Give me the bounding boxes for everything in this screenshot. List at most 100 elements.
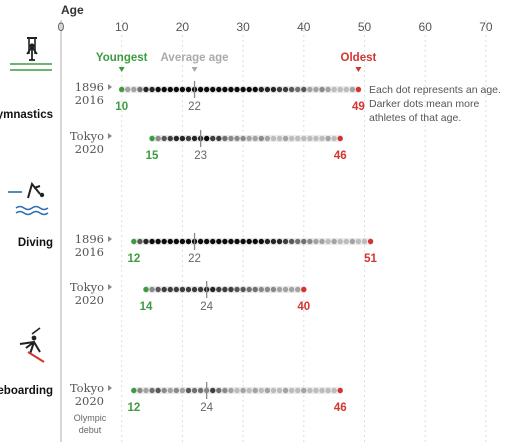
- legend-note-line: Each dot represents an age.: [369, 84, 501, 96]
- age-dot: [216, 135, 222, 142]
- row-label-line: 2020: [75, 293, 104, 307]
- age-dot: [222, 387, 228, 394]
- row-label-line: 2020: [75, 142, 104, 156]
- average-value: 22: [188, 101, 201, 113]
- age-dot: [331, 135, 337, 142]
- age-dot: [228, 387, 234, 394]
- skateboarding-icon: [19, 327, 45, 363]
- youngest-value: 14: [140, 301, 153, 313]
- age-dot: [276, 86, 283, 93]
- age-dot: [234, 86, 240, 93]
- age-dot: [331, 86, 337, 93]
- age-dot: [276, 135, 283, 142]
- age-dot: [295, 387, 301, 394]
- age-dot: [155, 86, 161, 93]
- age-dot: [246, 86, 252, 93]
- age-dot: [246, 135, 252, 142]
- age-dot: [301, 135, 307, 142]
- age-dot: [155, 387, 161, 394]
- x-tick-label: 20: [176, 20, 190, 34]
- age-dot: [325, 135, 331, 142]
- age-dot: [246, 238, 252, 245]
- age-dot: [301, 86, 307, 93]
- age-dot: [167, 238, 173, 245]
- age-dot: [325, 238, 331, 245]
- age-dot: [222, 86, 228, 93]
- age-dot: [252, 238, 258, 245]
- average-marker: [191, 67, 198, 72]
- x-tick-label: 60: [419, 20, 433, 34]
- youngest-value: 15: [146, 150, 159, 162]
- age-dot: [258, 135, 265, 142]
- age-dot: [276, 286, 283, 293]
- age-dot: [179, 86, 186, 93]
- icon-part: [15, 210, 49, 216]
- age-dot: [252, 86, 258, 93]
- oldest-value: 51: [364, 253, 377, 265]
- youngest-marker: [118, 67, 125, 72]
- average-age-label: Average age: [161, 52, 229, 64]
- youngest-label: Youngest: [96, 52, 148, 64]
- age-dot: [161, 135, 167, 142]
- age-dot: [173, 387, 180, 394]
- legend-note-line: Darker dots mean more: [369, 98, 479, 110]
- age-dot: [240, 286, 246, 293]
- row-sublabel: Olympic: [74, 413, 107, 423]
- age-dot: [179, 135, 186, 142]
- age-dot: [137, 238, 143, 245]
- x-tick-label: 50: [358, 20, 372, 34]
- row-label-arrow: [108, 84, 112, 90]
- age-dot: [367, 238, 374, 245]
- age-dot: [276, 238, 283, 245]
- age-dot: [331, 238, 337, 245]
- age-dot: [264, 86, 271, 93]
- age-dot: [222, 238, 228, 245]
- age-dot: [307, 238, 313, 245]
- age-dot: [258, 286, 265, 293]
- age-dot: [307, 135, 313, 142]
- age-dot: [240, 238, 246, 245]
- age-dot: [325, 86, 331, 93]
- age-dot: [331, 387, 337, 394]
- icon-part: [27, 351, 45, 363]
- age-dot: [210, 286, 216, 293]
- row-label-line: 2016: [75, 93, 104, 107]
- range-track: [130, 238, 374, 245]
- row-label-line: 2020: [75, 394, 104, 408]
- row-label-arrow: [108, 236, 112, 242]
- age-dot: [179, 238, 186, 245]
- row-label-line: 2016: [75, 245, 104, 259]
- row-label-line: Tokyo: [70, 381, 104, 395]
- age-dot: [185, 135, 192, 142]
- age-dot: [337, 86, 343, 93]
- age-dot: [167, 135, 173, 142]
- age-dot: [119, 86, 125, 93]
- average-value: 24: [200, 402, 213, 414]
- age-dot: [246, 387, 252, 394]
- age-dot: [313, 86, 319, 93]
- age-dot: [222, 135, 228, 142]
- age-dot: [234, 238, 240, 245]
- x-tick-label: 30: [236, 20, 250, 34]
- age-dot: [349, 86, 356, 93]
- age-dot: [143, 238, 149, 245]
- diving-icon: [8, 181, 49, 216]
- age-dot: [288, 387, 295, 394]
- age-dot: [270, 387, 277, 394]
- age-dot: [210, 387, 216, 394]
- age-dot: [197, 387, 204, 394]
- age-dot: [149, 387, 155, 394]
- age-dot: [270, 135, 277, 142]
- age-dot: [295, 238, 301, 245]
- average-value: 22: [188, 253, 201, 265]
- age-dot: [185, 286, 192, 293]
- age-dot: [228, 86, 234, 93]
- age-dot: [131, 387, 137, 394]
- age-dot: [313, 238, 319, 245]
- x-tick-label: 70: [479, 20, 493, 34]
- youngest-value: 12: [127, 402, 140, 414]
